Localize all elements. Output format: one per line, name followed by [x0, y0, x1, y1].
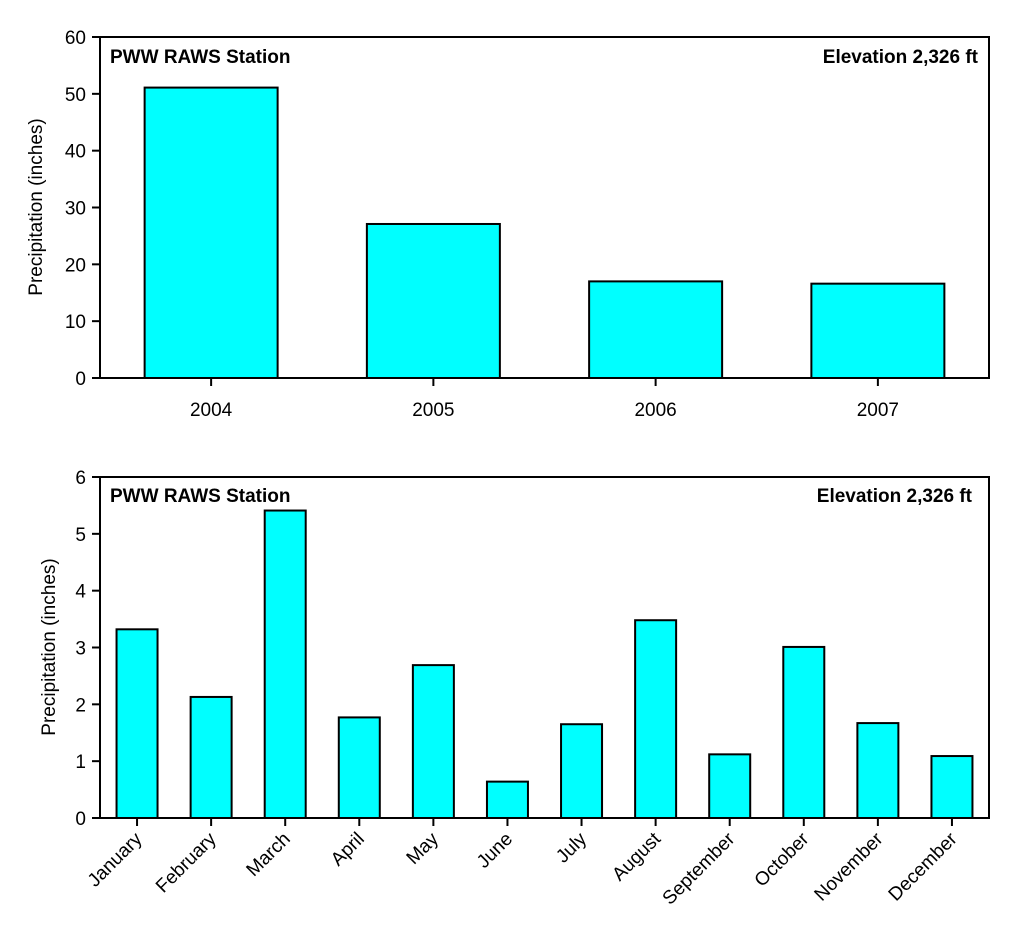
bar-july [560, 723, 604, 819]
bar-august [634, 619, 678, 819]
y-axis-title: Precipitation (inches) [39, 558, 60, 735]
y-axis-ticks: 0 1 2 3 4 5 6 [75, 468, 100, 830]
y-tick-label: 40 [65, 142, 86, 163]
annual-precipitation-chart: PWW RAWS Station Elevation 2,326 ft Prec… [26, 28, 990, 421]
x-tick-label: October [751, 828, 814, 891]
x-tick-label: December [885, 828, 962, 905]
x-tick-label: July [552, 828, 591, 867]
x-tick-label: January [84, 828, 147, 891]
x-tick-label: 2004 [190, 400, 233, 421]
y-tick-label: 0 [75, 809, 86, 830]
bar-january [115, 628, 159, 820]
elevation-label: Elevation 2,326 ft [817, 486, 973, 507]
bar-group [115, 509, 974, 820]
y-tick-label: 50 [65, 85, 86, 106]
bar-september [708, 753, 752, 820]
bar-december [930, 755, 974, 820]
x-tick-label: November [811, 828, 888, 905]
bar-2004 [143, 86, 279, 379]
y-tick-label: 30 [65, 199, 86, 220]
y-tick-label: 20 [65, 255, 86, 276]
y-tick-label: 10 [65, 312, 86, 333]
y-tick-label: 4 [75, 582, 86, 603]
bar-march [263, 509, 307, 819]
x-tick-label: May [403, 828, 444, 869]
bar-june [485, 780, 529, 819]
elevation-label: Elevation 2,326 ft [823, 47, 979, 68]
y-tick-label: 5 [75, 525, 86, 546]
x-tick-label: April [327, 829, 369, 871]
x-axis-ticks: January February March April May June July Augu… [84, 818, 962, 909]
bar-2007 [810, 282, 946, 380]
station-label: PWW RAWS Station [110, 486, 290, 507]
x-tick-label: 2006 [634, 400, 676, 421]
x-tick-label: 2005 [412, 400, 454, 421]
x-tick-label: March [243, 829, 295, 881]
y-tick-label: 3 [75, 639, 86, 660]
y-tick-label: 6 [75, 468, 86, 489]
x-tick-label: June [473, 829, 517, 873]
bar-2005 [365, 222, 501, 379]
x-tick-label: 2007 [857, 400, 899, 421]
monthly-precipitation-chart: PWW RAWS Station Elevation 2,326 ft Prec… [39, 468, 990, 909]
x-tick-label: September [659, 828, 740, 909]
plot-frame [99, 476, 990, 819]
y-tick-label: 60 [65, 28, 86, 49]
x-tick-label: August [608, 828, 665, 885]
x-tick-label: February [152, 828, 221, 897]
y-tick-label: 2 [75, 695, 86, 716]
y-axis-ticks: 0 10 20 30 40 50 60 [65, 28, 100, 390]
bar-may [411, 664, 455, 820]
bar-april [337, 716, 381, 820]
bar-group [143, 86, 946, 380]
y-axis-title: Precipitation (inches) [26, 118, 47, 295]
y-tick-label: 1 [75, 752, 86, 773]
bar-october [782, 645, 826, 819]
bar-february [189, 695, 233, 820]
bar-november [856, 722, 900, 819]
station-label: PWW RAWS Station [110, 47, 290, 68]
y-tick-label: 0 [75, 369, 86, 390]
bar-2006 [588, 280, 724, 379]
x-axis-ticks: 2004 2005 2006 2007 [190, 378, 899, 421]
